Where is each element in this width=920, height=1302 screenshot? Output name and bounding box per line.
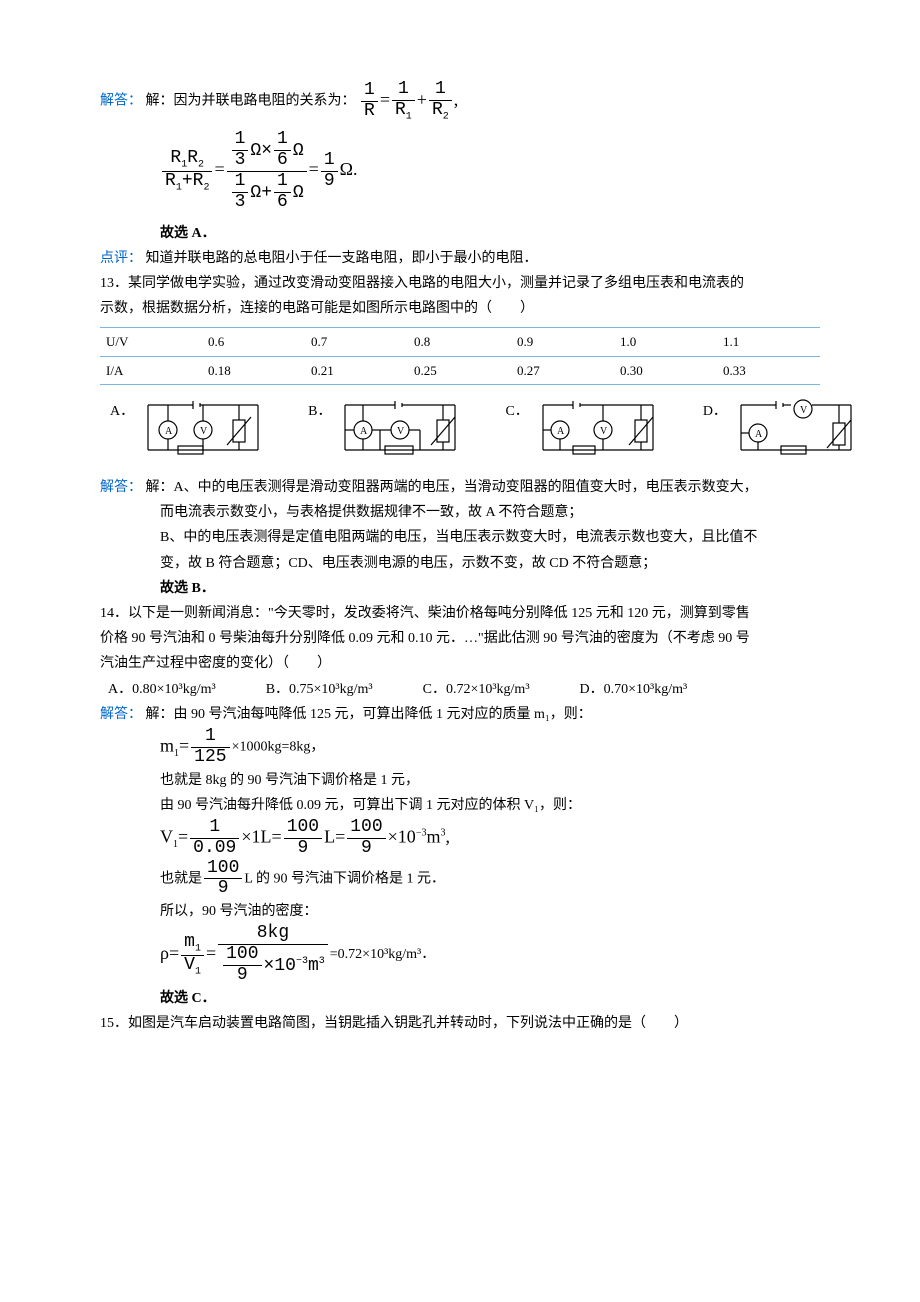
q14-stem-1: 14．以下是一则新闻消息："今天零时，发改委将汽、柴油价格每吨分别降低 125 … [100, 601, 820, 626]
q14-m1-suffix: ×1000kg=8kg， [232, 740, 325, 755]
svg-text:A: A [755, 429, 763, 440]
q14-jd-2: 也就是 8kg 的 90 号汽油下调价格是 1 元， [160, 768, 820, 793]
circuit-option-a: A． A V [110, 395, 268, 465]
q14-stem-2: 价格 90 号汽油和 0 号柴油每升分别降低 0.09 元和 0.10 元．…"… [100, 626, 820, 651]
svg-text:V: V [200, 426, 208, 437]
q13-jd-a2: 而电流表示数变小，与表格提供数据规律不一致，故 A 不符合题意； [160, 500, 820, 525]
circuit-diagram-b: A V [335, 395, 465, 465]
table-row: I/A 0.18 0.21 0.25 0.27 0.30 0.33 [100, 356, 820, 384]
option-b: B．0.75×10³kg/m³ [266, 677, 373, 702]
option-label-d: D． [703, 395, 727, 424]
q12-jd-prefix: 解：因为并联电路电阻的关系为： [146, 93, 356, 108]
option-a: A．0.80×10³kg/m³ [108, 677, 216, 702]
q14-stem-3: 汽油生产过程中密度的变化）（ ） [100, 651, 820, 676]
q12-formula-1: 1R=1R1+1R2, [359, 80, 458, 122]
option-label-a: A． [110, 395, 134, 424]
q12-solution: 解答： 解：因为并联电路电阻的关系为： 1R=1R1+1R2, [100, 80, 820, 122]
q14-rho-suffix: =0.72×10³kg/m³． [330, 947, 435, 962]
option-d: D．0.70×10³kg/m³ [580, 677, 688, 702]
q14-jd-5: 所以，90 号汽油的密度： [160, 899, 820, 924]
option-label-b: B． [308, 395, 331, 424]
q14-formula-m1: m1=1125×1000kg=8kg， [160, 727, 820, 768]
q13-solution: 解答： 解：A、中的电压表测得是滑动变阻器两端的电压，当滑动变阻器的阻值变大时，… [100, 475, 820, 500]
q12-comment: 点评： 知道并联电路的总电阻小于任一支路电阻，即小于最小的电阻． [100, 246, 820, 271]
q14-answer: 故选 C． [160, 986, 820, 1011]
svg-text:V: V [800, 405, 808, 416]
q13-stem-2: 示数，根据数据分析，连接的电路可能是如图所示电路图中的（ ） [100, 296, 820, 321]
svg-text:A: A [165, 426, 173, 437]
q14-jd-1: 解：由 90 号汽油每吨降低 125 元，可算出降低 1 元对应的质量 m₁，则… [146, 707, 592, 722]
svg-text:V: V [397, 426, 405, 437]
q14-options: A．0.80×10³kg/m³ B．0.75×10³kg/m³ C．0.72×1… [108, 677, 820, 702]
q14-formula-rho: ρ=m1V1=8kg1009×10−3m3=0.72×10³kg/m³． [160, 924, 820, 985]
q12-formula-2: R1R2 R1+R2 = 13Ω×16Ω 13Ω+16Ω =19Ω. [160, 130, 820, 212]
q13-stem-1: 13．某同学做电学实验，通过改变滑动变阻器接入电路的电阻大小，测量并记录了多组电… [100, 271, 820, 296]
q13-circuits: A． A V B． A V [110, 395, 820, 465]
label-dianping: 点评： [100, 251, 142, 266]
q14-jd-4-post: L 的 90 号汽油下调价格是 1 元． [244, 871, 445, 886]
circuit-option-c: C． A V [505, 395, 662, 465]
q13-jd-b: B、中的电压表测得是定值电阻两端的电压，当电压表示数变大时，电流表示数也变大，且… [160, 525, 820, 550]
q13-jd-b2: 变，故 B 符合题意；CD、电压表测电源的电压，示数不变，故 CD 不符合题意； [160, 551, 820, 576]
q14-jd-4: 也就是1009L 的 90 号汽油下调价格是 1 元． [160, 859, 820, 900]
q12-dp-text: 知道并联电路的总电阻小于任一支路电阻，即小于最小的电阻． [146, 251, 538, 266]
circuit-diagram-a: A V [138, 395, 268, 465]
q12-answer: 故选 A． [160, 221, 820, 246]
table-row: U/V 0.6 0.7 0.8 0.9 1.0 1.1 [100, 328, 820, 356]
q13-jd-a: 解：A、中的电压表测得是滑动变阻器两端的电压，当滑动变阻器的阻值变大时，电压表示… [146, 480, 758, 495]
circuit-diagram-c: A V [533, 395, 663, 465]
svg-text:A: A [360, 426, 368, 437]
option-c: C．0.72×10³kg/m³ [423, 677, 530, 702]
label-jieda: 解答： [100, 707, 142, 722]
q14-jd-4-pre: 也就是 [160, 871, 202, 886]
circuit-option-d: D． V A [703, 395, 861, 465]
label-jieda: 解答： [100, 93, 142, 108]
option-label-c: C． [505, 395, 528, 424]
q15-stem: 15．如图是汽车启动装置电路简图，当钥匙插入钥匙孔并转动时，下列说法中正确的是（… [100, 1011, 820, 1036]
q14-solution-start: 解答： 解：由 90 号汽油每吨降低 125 元，可算出降低 1 元对应的质量 … [100, 702, 820, 727]
q13-answer: 故选 B． [160, 576, 820, 601]
circuit-diagram-d: V A [731, 395, 861, 465]
circuit-option-b: B． A V [308, 395, 465, 465]
q13-data-table: U/V 0.6 0.7 0.8 0.9 1.0 1.1 I/A 0.18 0.2… [100, 327, 820, 385]
q14-formula-v1: V1=10.09×1L=1009L=1009×10−3m3, [160, 818, 820, 859]
label-jieda: 解答： [100, 480, 142, 495]
svg-text:A: A [557, 426, 565, 437]
q14-jd-3: 由 90 号汽油每升降低 0.09 元，可算出下调 1 元对应的体积 V₁，则： [160, 793, 820, 818]
svg-text:V: V [600, 426, 608, 437]
